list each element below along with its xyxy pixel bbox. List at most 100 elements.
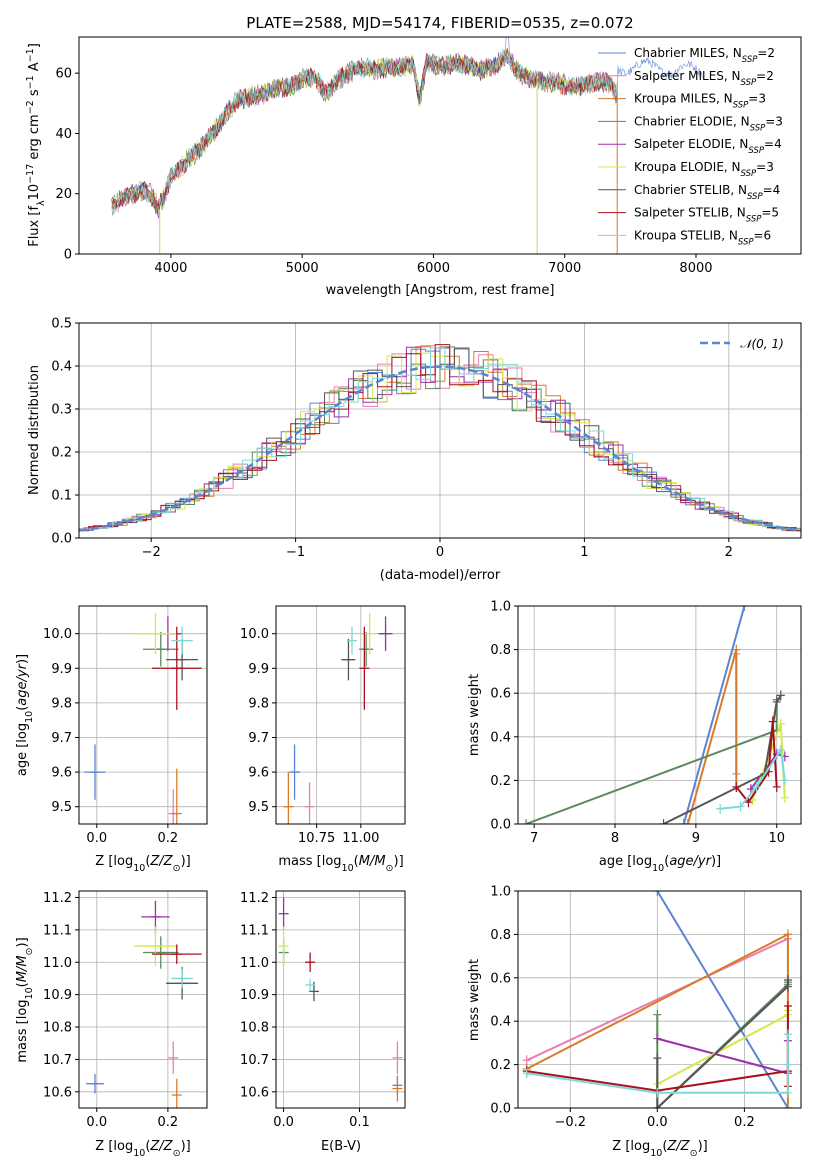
data-point xyxy=(346,626,357,655)
mass_vs_ebv-axes: 0.0 0.1 10.6 10.7 10.8 10.9 11.0 11.1 11.2 xyxy=(240,891,405,1130)
label-part: 10 xyxy=(27,184,42,201)
weight-point-marker xyxy=(522,819,531,824)
y-tick-label: 9.8 xyxy=(51,696,72,711)
data-point xyxy=(171,626,193,655)
mass_vs_ebv-plot-area xyxy=(278,897,403,1102)
legend-label: Chabrier ELODIE, NSSP=3 xyxy=(634,114,783,133)
y-tick-label: 11.1 xyxy=(43,923,72,938)
legend-text: =5 xyxy=(761,206,779,220)
legend-sub: SSP xyxy=(741,169,757,179)
x-tick-label: 0 xyxy=(436,545,444,560)
weight-point-marker xyxy=(653,891,662,896)
label-part: ( xyxy=(664,854,669,869)
y-tick-label: 0.0 xyxy=(51,532,72,547)
y-tick-label: 9.5 xyxy=(51,800,72,815)
weight-point-marker xyxy=(776,718,785,729)
legend-text: =2 xyxy=(757,46,775,60)
spectrum-plot-area xyxy=(111,37,703,254)
weight-point-marker xyxy=(752,781,761,792)
label-part: mass [log xyxy=(278,854,341,869)
y-tick-label: 11.2 xyxy=(43,891,72,906)
data-point xyxy=(134,926,177,966)
legend-text: Salpeter MILES, N xyxy=(634,69,741,83)
y-tick-label: 9.5 xyxy=(248,800,269,815)
x-axis-label: wavelength [Angstrom, rest frame] xyxy=(326,283,555,298)
data-point xyxy=(168,1041,179,1074)
figure-title: PLATE=2588, MJD=54174, FIBERID=0535, z=0… xyxy=(246,14,633,32)
axes-frame xyxy=(78,322,802,539)
y-tick-label: 40 xyxy=(55,127,72,142)
legend-sub: SSP xyxy=(742,55,758,65)
legend-text: =3 xyxy=(756,160,774,174)
data-point xyxy=(289,744,300,800)
axes-frame xyxy=(275,890,406,1109)
y-axis-label: age [log10(age/yr)] xyxy=(15,654,35,776)
label-part: mass [log xyxy=(15,999,30,1062)
data-point xyxy=(86,1073,104,1094)
x-axis-label: (data-model)/error xyxy=(380,568,501,583)
legend-label: Chabrier STELIB, NSSP=4 xyxy=(634,183,780,202)
weight-point-marker xyxy=(736,801,745,812)
y-tick-label: 10.7 xyxy=(43,1053,72,1068)
label-part: )] xyxy=(394,854,404,869)
massweight_vs_age-axes: 7 8 9 10 0.0 0.2 0.4 0.6 0.8 1.0 xyxy=(490,600,801,846)
x-tick-label: 0.0 xyxy=(86,1115,107,1130)
label-part: 10 xyxy=(24,711,35,723)
y-tick-label: 0.8 xyxy=(490,928,511,943)
y-tick-label: 0.6 xyxy=(490,971,511,986)
x-tick-label: 7000 xyxy=(548,261,581,276)
label-part: )] xyxy=(698,1139,708,1154)
age_vs_mass-plot-area xyxy=(283,612,393,824)
legend-text: =3 xyxy=(748,92,766,106)
y-tick-label: 11.2 xyxy=(240,891,269,906)
legend-sub: SSP xyxy=(750,123,766,133)
label-part: )] xyxy=(711,854,721,869)
legend-label: Salpeter MILES, NSSP=2 xyxy=(634,69,774,88)
label-part: 10 xyxy=(650,1148,662,1159)
legend-text: Kroupa MILES, N xyxy=(634,92,733,106)
weight-point-marker xyxy=(783,1103,792,1108)
data-point xyxy=(151,626,202,710)
weight-point-marker xyxy=(772,696,781,707)
weight-series-line xyxy=(526,937,789,1062)
legend-sub: SSP xyxy=(746,215,762,225)
legend-label: Chabrier MILES, NSSP=2 xyxy=(634,46,775,65)
weight-point-marker xyxy=(653,1009,662,1020)
label-part: 10 xyxy=(133,1148,145,1159)
x-axis-label: Z [log10(Z/Z⊙)] xyxy=(612,1139,707,1159)
label-part: )] xyxy=(181,854,191,869)
y-tick-label: 9.6 xyxy=(51,766,72,781)
data-point xyxy=(171,768,182,824)
spectrum-line xyxy=(111,48,617,214)
label-part: ⊙ xyxy=(386,863,394,874)
data-point xyxy=(171,1078,182,1108)
weight-point-marker xyxy=(783,929,792,940)
data-point xyxy=(171,968,193,989)
x-tick-label: 0.2 xyxy=(158,1115,179,1130)
weight-point-marker xyxy=(732,644,741,655)
x-axis-label: mass [log10(M/M⊙)] xyxy=(278,854,403,874)
weight-point-marker xyxy=(716,803,725,814)
y-tick-label: 9.6 xyxy=(248,766,269,781)
weight-point-marker xyxy=(653,1053,662,1064)
legend-text: =6 xyxy=(754,228,772,242)
x-tick-label: 8000 xyxy=(679,261,712,276)
y-tick-label: 9.9 xyxy=(51,662,72,677)
label-part: ( xyxy=(145,854,150,869)
y-tick-label: 9.8 xyxy=(248,696,269,711)
legend-text: =4 xyxy=(763,183,781,197)
data-point xyxy=(151,944,202,964)
y-axis-label: Normed distribution xyxy=(27,365,42,495)
legend-sub: SSP xyxy=(741,78,757,88)
mass_vs_Z-axes: 0.0 0.2 10.6 10.7 10.8 10.9 11.0 11.1 11.2 xyxy=(43,891,207,1130)
spectrum-line xyxy=(111,49,617,217)
label-part: A xyxy=(27,62,42,75)
label-part: s xyxy=(27,89,42,100)
label-part: ( xyxy=(662,1139,667,1154)
massweight_vs_age-plot-area xyxy=(522,606,789,824)
y-tick-label: 1.0 xyxy=(490,885,511,900)
x-tick-label: 10 xyxy=(768,831,785,846)
label-part: ( xyxy=(145,1139,150,1154)
y-tick-label: 10.0 xyxy=(240,627,269,642)
age_vs_mass-axes: 10.75 11.00 9.5 9.6 9.7 9.8 9.9 10.0 xyxy=(240,606,405,846)
